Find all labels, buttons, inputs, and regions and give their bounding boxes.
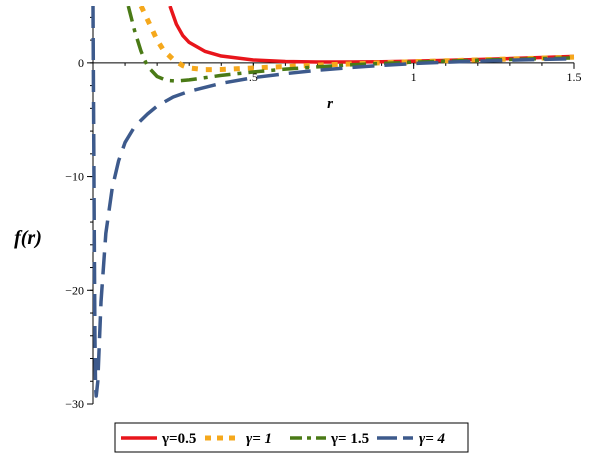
x-tick-label: 1	[411, 70, 417, 84]
y-tick-label: −30	[65, 397, 84, 411]
x-tick-label: 1.5	[567, 70, 582, 84]
legend-label-1: γ=0.5	[161, 431, 196, 447]
y-tick-label: 0	[78, 56, 84, 70]
series-line-4	[91, 6, 575, 398]
axes: .5 1 1.5 0 −10 −20 −30	[65, 6, 582, 411]
x-axis-label: r	[327, 96, 333, 112]
legend-label-4: γ= 4	[419, 431, 446, 447]
legend-label-3: γ= 1.5	[330, 431, 369, 447]
y-tick-label: −20	[65, 283, 84, 297]
y-axis-label: f(r)	[14, 227, 42, 249]
legend: γ=0.5 γ= 1 γ= 1.5 γ= 4	[114, 422, 469, 453]
y-tick-label: −10	[65, 170, 84, 184]
series-line-1	[168, 6, 575, 64]
series-layer	[91, 6, 575, 398]
legend-label-2: γ= 1	[246, 431, 272, 447]
x-tick-label: .5	[249, 70, 258, 84]
series-line-2	[138, 6, 575, 73]
